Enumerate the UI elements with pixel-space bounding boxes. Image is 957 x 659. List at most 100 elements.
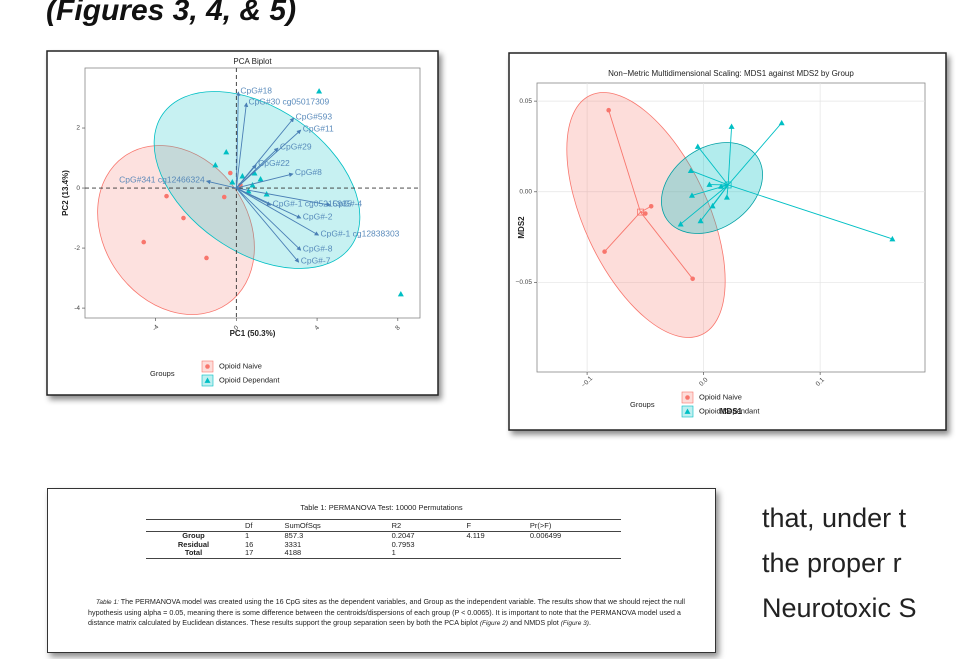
point — [602, 249, 607, 254]
loading-arrow — [236, 172, 294, 189]
point — [249, 182, 256, 188]
loading-arrow — [205, 179, 237, 189]
table-cell: Group — [182, 531, 205, 540]
table-cell: 4188 — [280, 548, 388, 559]
spider-line — [690, 170, 729, 186]
point — [251, 170, 258, 176]
legend-marker — [685, 395, 690, 400]
point — [718, 183, 725, 189]
loading-label: CpG#18 — [240, 85, 272, 95]
point — [204, 255, 209, 261]
table-cell: 1 — [387, 548, 463, 559]
legend-marker — [684, 408, 691, 414]
table-cell: 16 — [244, 539, 254, 549]
point — [239, 173, 246, 179]
point — [889, 235, 896, 242]
table-title: Table 1: PERMANOVA Test: 10000 Permutati… — [300, 503, 463, 512]
x-tick-label: 0.1 — [815, 376, 827, 388]
table-row: Residual 16 3331 0.7953 — [146, 539, 621, 550]
loading-label: CpG#29 — [280, 141, 312, 151]
spider-line — [640, 211, 694, 280]
y-tick-label: 0.05 — [519, 98, 532, 105]
loading-label: CpG#-4 — [332, 198, 362, 208]
spider-line — [727, 122, 783, 186]
legend-label: Opioid Naive — [219, 361, 262, 370]
column-header: F — [462, 519, 526, 532]
chart-title: Non−Metric Multidimensional Scaling: MDS… — [608, 69, 854, 78]
point — [723, 194, 730, 200]
table-row: Total 17 4188 1 — [146, 548, 621, 559]
legend-marker — [205, 364, 210, 369]
caption-text: The PERMANOVA model was created using th… — [88, 597, 686, 627]
point — [687, 167, 694, 173]
loading-label: CpG#-7 — [301, 255, 331, 265]
loading-label: CpG#22 — [258, 158, 290, 168]
point — [709, 202, 716, 209]
table-cell: 857.3 — [284, 531, 304, 540]
point — [778, 119, 785, 126]
y-tick-label: -2 — [74, 245, 80, 252]
point — [677, 221, 684, 227]
table-cell: 0.7953 — [391, 539, 415, 549]
spider-line — [604, 211, 641, 252]
x-tick-label: 0 — [233, 324, 241, 332]
y-tick-label: −0.05 — [516, 279, 533, 286]
centroid — [724, 181, 732, 189]
point — [229, 179, 236, 185]
loading-arrow — [236, 129, 302, 189]
point — [228, 170, 233, 176]
x-tick-label: 0.0 — [698, 376, 710, 388]
table-cell: Total — [146, 548, 241, 559]
y-tick-label: 0.00 — [519, 189, 532, 196]
table-cell: 3331 — [284, 539, 302, 549]
caption-text: (Figure 2) — [479, 620, 509, 627]
heading: (Figures 3, 4, & 5) — [46, 0, 297, 27]
spider-line — [608, 110, 641, 213]
x-axis-label: PC1 (50.3%) — [230, 329, 276, 338]
loading-arrow — [236, 187, 332, 207]
table-cell: 4.119 — [466, 531, 485, 540]
point — [141, 239, 147, 245]
loading-arrow — [235, 91, 241, 189]
y-axis-label: PC2 (13.4%) — [61, 170, 70, 216]
table-panel: Table 1: PERMANOVA Test: 10000 Permutati… — [47, 488, 716, 653]
body-line: Neurotoxic S — [762, 593, 917, 623]
point — [164, 193, 169, 199]
legend-label: Opioid Naive — [699, 392, 742, 401]
figures: PCA Biplot 2 0 -2 -4 -4 0 4 8 PC1 (50.3%) PC2 (13.… — [46, 50, 947, 431]
point — [316, 88, 323, 94]
legend-title: Groups — [150, 369, 175, 378]
column-header: R2 — [387, 519, 463, 532]
point — [690, 276, 695, 282]
loading-label: CpG#-1 cg05215935 — [273, 198, 352, 208]
centroid — [637, 208, 644, 216]
confidence-ellipse — [661, 142, 763, 234]
column-header: Df — [240, 519, 281, 532]
loading-arrow — [236, 187, 302, 219]
point — [257, 176, 264, 182]
point — [606, 107, 611, 113]
point — [728, 123, 735, 129]
column-header — [146, 519, 241, 532]
table-cell — [462, 549, 526, 559]
caption-text: (Figure 3) — [560, 620, 589, 627]
loading-arrow — [236, 164, 257, 189]
loading-arrow — [236, 187, 302, 251]
spider-line — [727, 184, 893, 240]
point — [694, 143, 701, 149]
body-line: the proper r — [762, 548, 902, 578]
loading-label: CpG#593 — [296, 111, 333, 121]
column-header: SumOfSqs — [280, 519, 388, 532]
point — [706, 181, 713, 187]
loading-arrow — [236, 187, 320, 236]
caption-text: Table 1: — [96, 599, 119, 606]
y-tick-label: 2 — [76, 125, 80, 132]
confidence-ellipse — [153, 91, 361, 269]
table-cell: 0.2047 — [391, 531, 415, 540]
spider-line — [697, 146, 729, 186]
point — [223, 149, 230, 155]
table-cell: 0.006499 — [529, 531, 562, 540]
loading-arrow — [236, 187, 300, 263]
loading-arrow — [236, 147, 279, 189]
table-row: Group 1 857.3 0.2047 4.119 0.006499 — [146, 531, 621, 541]
